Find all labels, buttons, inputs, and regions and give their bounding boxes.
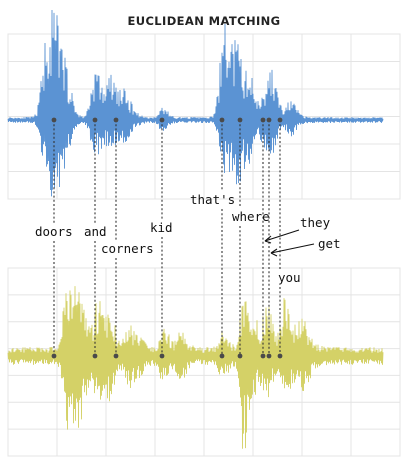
arrow-they-head	[264, 235, 272, 244]
word-kid: kid	[150, 220, 173, 235]
bottom-match-point-you	[277, 353, 283, 359]
word-corners: corners	[101, 241, 154, 256]
top-match-point-kid	[159, 117, 165, 123]
word-labels: doors and corners kid that's where they …	[35, 192, 341, 285]
word-doors: doors	[35, 224, 73, 239]
top-match-point-thats	[219, 117, 225, 123]
arrow-they	[264, 229, 300, 242]
bottom-match-point-corners	[113, 353, 119, 359]
bottom-waveform	[7, 286, 384, 449]
bottom-match-point-kid	[159, 353, 165, 359]
callout-arrows	[264, 229, 315, 257]
top-match-point-doors	[51, 117, 57, 123]
bottom-match-point-where	[237, 353, 243, 359]
figure-title: EUCLIDEAN MATCHING	[127, 14, 280, 28]
top-match-point-you	[277, 117, 283, 123]
word-thats: that's	[190, 192, 235, 207]
top-match-point-where	[237, 117, 243, 123]
word-you: you	[278, 270, 301, 285]
top-match-point-and	[92, 117, 98, 123]
top-waveform	[7, 9, 384, 197]
word-get: get	[318, 236, 341, 251]
match-lines	[53, 120, 281, 356]
top-panel-grid	[7, 33, 401, 200]
arrow-get	[270, 243, 315, 254]
word-where: where	[232, 209, 270, 224]
bottom-match-point-thats	[219, 353, 225, 359]
word-and: and	[84, 224, 107, 239]
top-match-point-get	[266, 117, 272, 123]
bottom-match-point-they	[260, 353, 266, 359]
word-they: they	[300, 215, 331, 230]
bottom-match-point-doors	[51, 353, 57, 359]
top-match-point-they	[260, 117, 266, 123]
arrow-get-head	[270, 248, 278, 257]
match-points	[51, 117, 283, 359]
bottom-match-point-and	[92, 353, 98, 359]
top-match-point-corners	[113, 117, 119, 123]
bottom-match-point-get	[266, 353, 272, 359]
